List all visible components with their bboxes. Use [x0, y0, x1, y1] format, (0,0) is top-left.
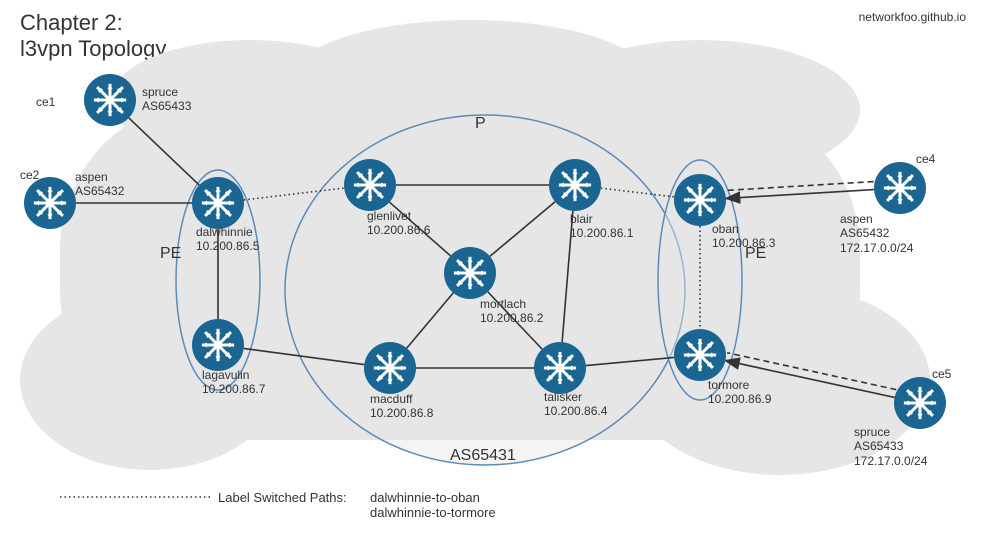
tag-spruce_ce1: ce1 [36, 95, 55, 109]
tag-spruce_ce5: ce5 [932, 367, 951, 381]
label-dalwhinnie: dalwhinnie10.200.86.5 [196, 225, 259, 254]
tag-aspen_ce4: ce4 [916, 152, 935, 166]
router-dalwhinnie [192, 177, 244, 229]
label-spruce_ce5: spruceAS65433172.17.0.0/24 [854, 425, 927, 468]
router-lagavulin [192, 319, 244, 371]
tag-aspen_ce2: ce2 [20, 168, 39, 182]
label-macduff: macduff10.200.86.8 [370, 392, 433, 421]
router-mortlach [444, 247, 496, 299]
router-spruce_ce1 [84, 74, 136, 126]
label-talisker: talisker10.200.86.4 [544, 390, 607, 419]
label-oban: oban10.200.86.3 [712, 222, 775, 251]
router-aspen_ce4 [874, 162, 926, 214]
label-glenlivet: glenlivet10.200.86.6 [367, 209, 430, 238]
legend-label: Label Switched Paths: [218, 490, 347, 505]
label-mortlach: mortlach10.200.86.2 [480, 297, 543, 326]
topology-svg: PPEPEAS65431 [0, 0, 986, 545]
router-aspen_ce2 [24, 177, 76, 229]
router-glenlivet [344, 159, 396, 211]
label-aspen_ce4: aspenAS65432172.17.0.0/24 [840, 212, 913, 255]
legend-paths: dalwhinnie-to-obandalwhinnie-to-tormore [370, 490, 496, 520]
label-blair: blair10.200.86.1 [570, 212, 633, 241]
router-tormore [674, 329, 726, 381]
label-aspen_ce2: aspenAS65432 [75, 170, 124, 199]
label-lagavulin: lagavulin10.200.86.7 [202, 368, 265, 397]
router-spruce_ce5 [894, 377, 946, 429]
region-label-PE_left: PE [160, 245, 181, 262]
router-macduff [364, 342, 416, 394]
router-talisker [534, 342, 586, 394]
router-blair [549, 159, 601, 211]
router-oban [674, 174, 726, 226]
as-label: AS65431 [450, 447, 516, 464]
label-tormore: tormore10.200.86.9 [708, 378, 771, 407]
label-spruce_ce1: spruceAS65433 [142, 85, 191, 114]
region-label-P: P [475, 115, 486, 132]
